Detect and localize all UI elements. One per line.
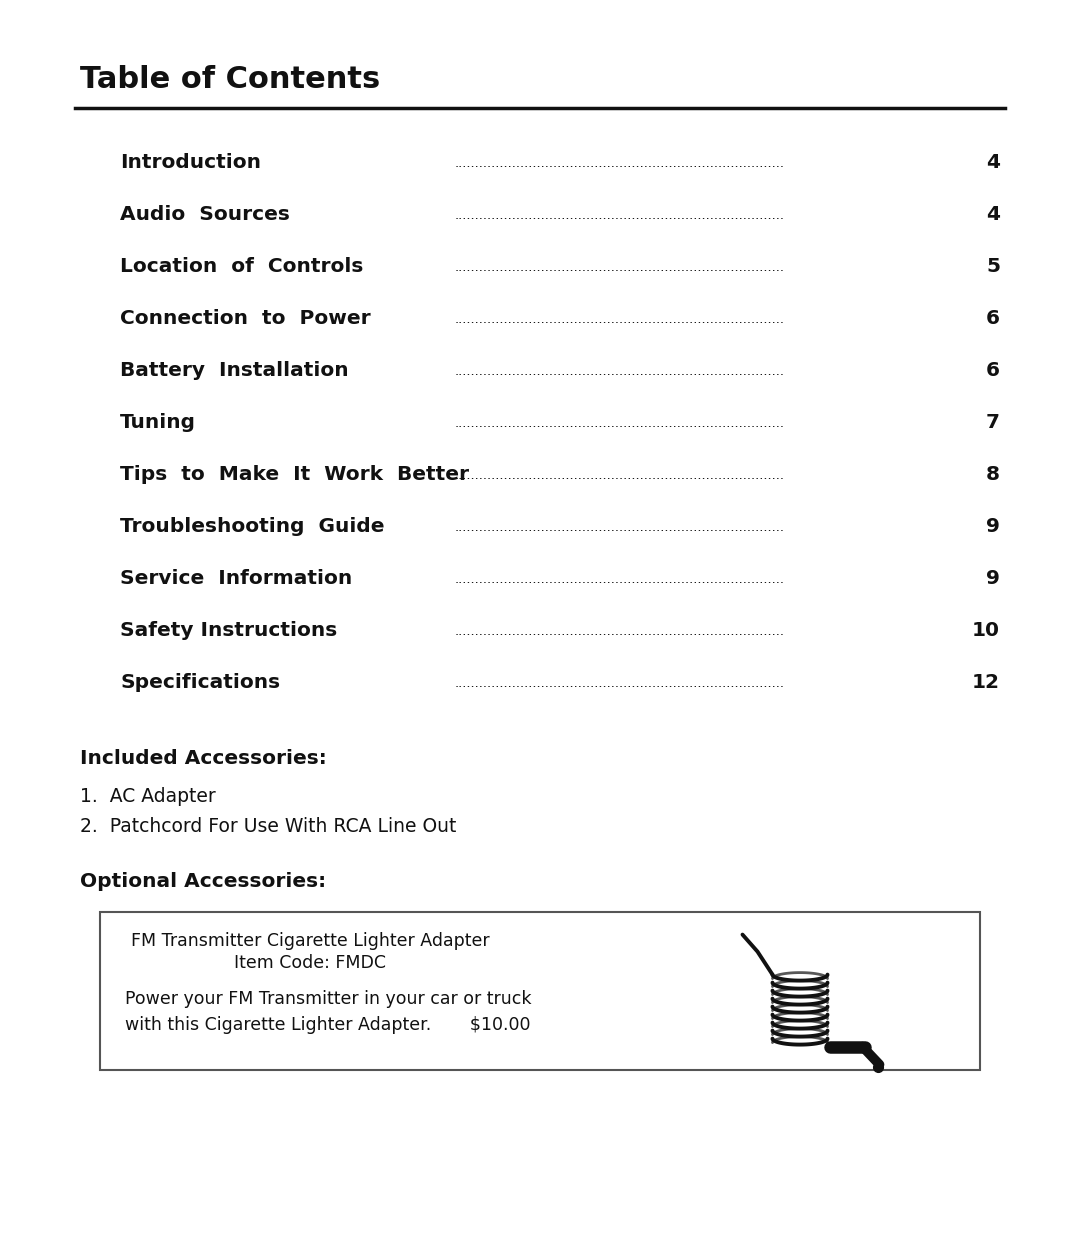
- Text: ................................................................................: ........................................…: [455, 261, 785, 274]
- Text: 6: 6: [986, 361, 1000, 379]
- Text: ................................................................................: ........................................…: [455, 157, 785, 171]
- Text: 4: 4: [986, 205, 1000, 224]
- Text: Audio  Sources: Audio Sources: [120, 205, 289, 224]
- Text: Tuning: Tuning: [120, 413, 195, 433]
- Text: ................................................................................: ........................................…: [455, 417, 785, 430]
- Text: Item Code: FMDC: Item Code: FMDC: [234, 954, 386, 971]
- Text: Troubleshooting  Guide: Troubleshooting Guide: [120, 517, 384, 536]
- Text: 2.  Patchcord For Use With RCA Line Out: 2. Patchcord For Use With RCA Line Out: [80, 817, 457, 836]
- Text: 6: 6: [986, 309, 1000, 328]
- Text: 1.  AC Adapter: 1. AC Adapter: [80, 786, 216, 806]
- Text: 10: 10: [972, 620, 1000, 640]
- Text: Battery  Installation: Battery Installation: [120, 361, 349, 379]
- Text: ................................................................................: ........................................…: [455, 209, 785, 222]
- Text: 9: 9: [986, 569, 1000, 588]
- Text: Tips  to  Make  It  Work  Better: Tips to Make It Work Better: [120, 465, 469, 485]
- Text: ................................................................................: ........................................…: [455, 313, 785, 326]
- Text: ................................................................................: ........................................…: [455, 468, 785, 482]
- Text: with this Cigarette Lighter Adapter.       $10.00: with this Cigarette Lighter Adapter. $10…: [125, 1016, 530, 1033]
- Text: Power your FM Transmitter in your car or truck: Power your FM Transmitter in your car or…: [125, 990, 531, 1007]
- Text: Safety Instructions: Safety Instructions: [120, 620, 337, 640]
- Text: ................................................................................: ........................................…: [455, 574, 785, 586]
- Text: 12: 12: [972, 672, 1000, 692]
- Text: Optional Accessories:: Optional Accessories:: [80, 871, 326, 891]
- Text: ................................................................................: ........................................…: [455, 625, 785, 638]
- Text: 5: 5: [986, 257, 1000, 276]
- Text: FM Transmitter Cigarette Lighter Adapter: FM Transmitter Cigarette Lighter Adapter: [131, 932, 489, 949]
- Text: Specifications: Specifications: [120, 672, 280, 692]
- Text: Included Accessories:: Included Accessories:: [80, 749, 327, 768]
- Text: ................................................................................: ........................................…: [455, 677, 785, 690]
- Text: Connection  to  Power: Connection to Power: [120, 309, 370, 328]
- FancyBboxPatch shape: [100, 912, 980, 1069]
- Text: 4: 4: [986, 153, 1000, 172]
- Text: ................................................................................: ........................................…: [455, 522, 785, 534]
- Text: ................................................................................: ........................................…: [455, 365, 785, 378]
- Text: Table of Contents: Table of Contents: [80, 66, 380, 94]
- Text: Introduction: Introduction: [120, 153, 261, 172]
- Text: Location  of  Controls: Location of Controls: [120, 257, 363, 276]
- Text: 8: 8: [986, 465, 1000, 485]
- Text: Service  Information: Service Information: [120, 569, 352, 588]
- Text: 7: 7: [986, 413, 1000, 433]
- Text: 9: 9: [986, 517, 1000, 536]
